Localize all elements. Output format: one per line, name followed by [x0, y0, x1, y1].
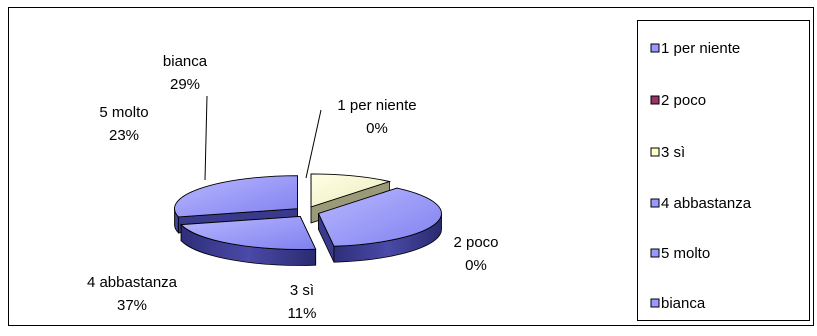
leader-line-bianca	[204, 95, 208, 181]
data-label-bianca-name: bianca	[163, 53, 208, 70]
legend-entry-5-molto: 5 molto	[661, 245, 710, 262]
data-label-1-per-niente-value: 0%	[366, 120, 388, 137]
data-label-bianca-value: 29%	[170, 76, 200, 93]
data-label-2-poco-name: 2 poco	[453, 234, 498, 251]
data-label-2-poco-value: 0%	[465, 257, 487, 274]
legend-entry-3-si: 3 sì	[661, 144, 685, 161]
legend-entry-4-abbastanza: 4 abbastanza	[661, 195, 752, 212]
pie-slice-5-molto	[180, 215, 317, 250]
legend-swatch-5-molto	[650, 248, 660, 258]
data-label-3-si-value: 11%	[288, 305, 317, 322]
data-label-4-abbastanza-value: 37%	[117, 297, 147, 314]
data-label-3-si-name: 3 sì	[290, 282, 314, 299]
leader-line-1-per-niente	[305, 109, 322, 179]
legend-entry-bianca: bianca	[661, 295, 706, 312]
legend-swatch-bianca	[650, 298, 660, 308]
data-label-5-molto-value: 23%	[109, 127, 139, 144]
data-label-5-molto-name: 5 molto	[99, 104, 148, 121]
pie-slices	[174, 173, 442, 266]
pie-slice-3-si	[310, 173, 392, 208]
data-labels: bianca 29% 5 molto 23% 1 per niente 0% 2…	[87, 53, 499, 322]
legend-entry-2-poco: 2 poco	[661, 92, 706, 109]
data-label-1-per-niente-name: 1 per niente	[337, 97, 416, 114]
legend: 1 per niente 2 poco 3 sì 4 abbastanza 5 …	[650, 40, 752, 312]
legend-swatch-1-per-niente	[650, 43, 660, 53]
legend-swatch-4-abbastanza	[650, 198, 660, 208]
pie-slice-4-abbastanza	[317, 187, 442, 247]
data-label-4-abbastanza-name: 4 abbastanza	[87, 274, 178, 291]
legend-entry-1-per-niente: 1 per niente	[661, 40, 740, 57]
pie-slice-bianca	[174, 175, 298, 218]
legend-box	[637, 20, 810, 321]
legend-swatch-2-poco	[650, 95, 660, 105]
legend-swatch-3-si	[650, 147, 660, 157]
